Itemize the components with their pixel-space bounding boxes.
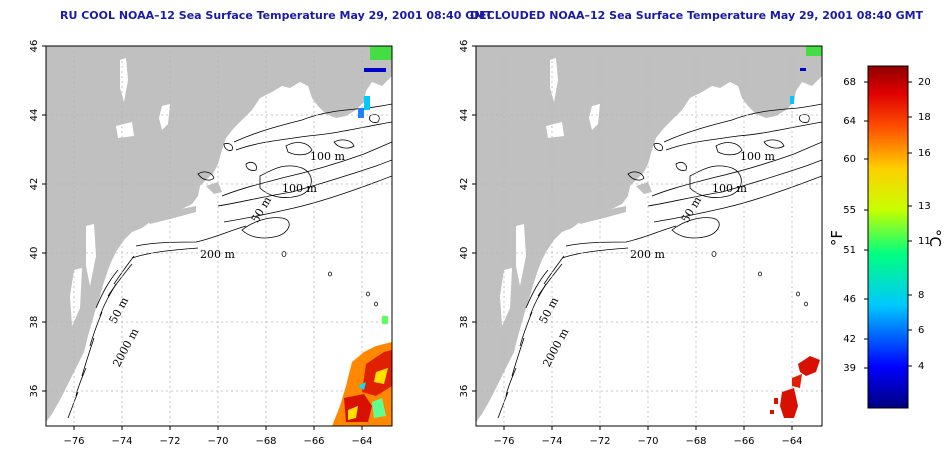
colorbar-f-tick-68: 68	[843, 77, 856, 88]
left-lon-tick-66: −66	[303, 436, 324, 447]
sst-patches-right	[770, 46, 822, 418]
right-contour-label-100m-a: 100 m	[740, 150, 775, 163]
right-lat-tick-46: 46	[459, 40, 470, 53]
right-lon-tick-70: −70	[637, 436, 658, 447]
right-lat-tick-42: 42	[459, 178, 470, 191]
colorbar-c-tick-16: 16	[918, 148, 931, 159]
right-map-panel: 100 m 100 m 50 m 200 m 50 m 2000 m 46 44…	[459, 40, 823, 447]
left-lon-tick-64: −64	[351, 436, 372, 447]
colorbar-f-tick-51: 51	[843, 245, 856, 256]
colorbar-fahrenheit-unit: °F	[828, 230, 846, 246]
colorbar-f-tick-42: 42	[843, 334, 856, 345]
right-contour-label-200m: 200 m	[630, 248, 665, 261]
colorbar-c-tick-18: 18	[918, 112, 931, 123]
right-map-title: DECLOUDED NOAA–12 Sea Surface Temperatur…	[470, 9, 924, 22]
left-map-panel: 100 m 100 m 50 m 200 m 50 m 2000 m 46 44…	[29, 40, 393, 447]
contour-label-100m-b: 100 m	[282, 182, 317, 195]
colorbar-f-tick-60: 60	[843, 154, 856, 165]
right-lat-tick-38: 38	[459, 316, 470, 329]
left-lat-tick-36: 36	[29, 385, 40, 398]
colorbar-c-tick-6: 6	[918, 325, 924, 336]
colorbar-c-tick-4: 4	[918, 361, 924, 372]
contour-label-200m: 200 m	[200, 248, 235, 261]
left-lon-tick-70: −70	[207, 436, 228, 447]
colorbar-c-tick-20: 20	[918, 77, 931, 88]
left-lon-tick-76: −76	[63, 436, 84, 447]
left-lon-tick-74: −74	[111, 436, 132, 447]
left-lat-tick-38: 38	[29, 316, 40, 329]
colorbar-f-tick-55: 55	[843, 205, 856, 216]
colorbar-gradient	[867, 65, 909, 409]
right-contour-label-100m-b: 100 m	[712, 182, 747, 195]
colorbar-f-tick-39: 39	[843, 363, 856, 374]
right-lon-tick-74: −74	[541, 436, 562, 447]
left-lat-tick-46: 46	[29, 40, 40, 53]
temperature-colorbar: 68 64 60 55 51 46 42 39 20 18 16 13 11 8…	[828, 65, 944, 409]
right-lon-tick-66: −66	[733, 436, 754, 447]
left-map-title: RU COOL NOAA–12 Sea Surface Temperature …	[60, 9, 493, 22]
contour-label-100m-a: 100 m	[310, 150, 345, 163]
left-lat-tick-44: 44	[29, 109, 40, 122]
right-lon-tick-64: −64	[781, 436, 802, 447]
colorbar-c-tick-13: 13	[918, 201, 931, 212]
left-lat-tick-42: 42	[29, 178, 40, 191]
right-lat-tick-40: 40	[459, 247, 470, 260]
right-lon-tick-76: −76	[493, 436, 514, 447]
colorbar-f-tick-46: 46	[843, 294, 856, 305]
colorbar-f-tick-64: 64	[843, 116, 856, 127]
right-lon-tick-68: −68	[685, 436, 706, 447]
right-lon-tick-72: −72	[589, 436, 610, 447]
colorbar-c-tick-8: 8	[918, 290, 924, 301]
left-lon-tick-68: −68	[255, 436, 276, 447]
left-lon-tick-72: −72	[159, 436, 180, 447]
right-lat-tick-36: 36	[459, 385, 470, 398]
colorbar-celsius-unit: °C	[926, 229, 944, 247]
sst-patches-left	[332, 46, 392, 426]
left-lat-tick-40: 40	[29, 247, 40, 260]
colorbar-c-tick-11: 11	[918, 236, 931, 247]
right-lat-tick-44: 44	[459, 109, 470, 122]
